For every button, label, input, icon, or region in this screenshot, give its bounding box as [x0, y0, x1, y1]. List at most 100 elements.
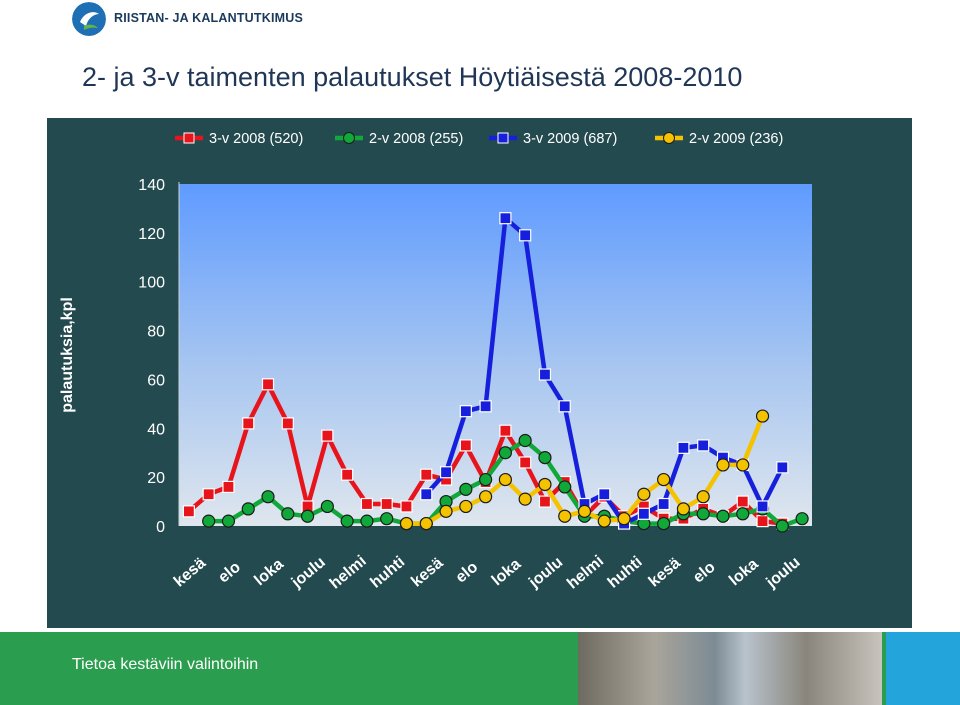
line-chart: 3-v 2008 (520) 2-v 2008 (255) 3-v 2009 (68…	[59, 131, 812, 593]
data-point	[518, 433, 532, 448]
legend-marker	[343, 132, 355, 144]
data-point	[776, 461, 789, 474]
legend-label: 3-v 2009 (687)	[523, 131, 617, 147]
data-point	[300, 509, 315, 523]
data-point	[617, 512, 631, 526]
data-point	[341, 468, 354, 481]
data-point	[696, 490, 710, 504]
data-point	[519, 456, 532, 469]
y-axis: 0 20 40 60 80 100 120 140	[138, 177, 165, 536]
x-tick-label: kesä	[171, 555, 209, 591]
data-point	[420, 488, 433, 501]
data-point	[459, 439, 472, 452]
data-point	[577, 504, 592, 518]
x-tick-label: elo	[690, 558, 719, 586]
data-point	[716, 509, 730, 523]
data-point	[419, 516, 433, 531]
data-point	[716, 458, 730, 472]
footer-text: Tietoa kestäviin valintoihin	[72, 656, 259, 673]
data-point	[340, 514, 354, 528]
data-point	[420, 468, 433, 481]
y-tick-label: 100	[138, 275, 165, 292]
data-point	[736, 495, 749, 508]
data-point	[459, 499, 473, 514]
y-tick-label: 40	[147, 421, 165, 438]
data-point	[677, 441, 690, 454]
data-point	[459, 482, 473, 496]
data-point	[697, 439, 710, 452]
legend-item: 2-v 2009 (236)	[655, 131, 783, 147]
data-point	[479, 472, 493, 487]
data-point	[202, 514, 216, 528]
data-point	[281, 507, 295, 521]
data-point	[756, 515, 769, 528]
x-tick-label: elo	[215, 558, 244, 586]
legend-item: 3-v 2009 (687)	[489, 131, 617, 147]
data-point	[400, 500, 413, 513]
data-point	[498, 446, 512, 460]
data-point	[518, 492, 532, 506]
data-point	[597, 514, 611, 528]
chart-panel: 3-v 2008 (520) 2-v 2008 (255) 3-v 2009 (68…	[47, 118, 912, 628]
slide-title: 2- ja 3-v taimenten palautukset Höytiäis…	[82, 62, 743, 92]
data-point	[775, 519, 789, 533]
y-axis-title: palautuksia,kpl	[59, 297, 76, 413]
data-point	[657, 497, 670, 511]
data-point	[321, 429, 334, 442]
data-point	[241, 502, 255, 516]
data-point	[696, 507, 710, 521]
data-point	[657, 472, 671, 487]
y-tick-label: 0	[156, 519, 165, 536]
y-tick-label: 60	[147, 372, 165, 389]
data-point	[182, 505, 195, 518]
y-tick-label: 120	[138, 226, 165, 243]
data-point	[261, 378, 275, 391]
logo: RIISTAN- JA KALANTUTKIMUS	[72, 2, 312, 38]
chart-legend: 3-v 2008 (520) 2-v 2008 (255) 3-v 2009 (68…	[175, 131, 783, 147]
data-point	[360, 497, 374, 511]
data-point	[221, 514, 236, 528]
x-tick-label: huhti	[605, 553, 646, 591]
series-group	[399, 409, 770, 531]
data-point	[637, 507, 650, 520]
data-point	[439, 504, 453, 518]
logo-text: RIISTAN- JA KALANTUTKIMUS	[114, 11, 304, 25]
data-point	[498, 472, 512, 487]
x-tick-label: kesä	[408, 555, 446, 591]
data-point	[320, 499, 334, 514]
x-tick-label: joulu	[525, 554, 566, 592]
legend-marker	[663, 132, 675, 144]
data-point	[499, 212, 512, 225]
data-point	[558, 480, 572, 494]
data-point	[736, 458, 750, 472]
data-point	[479, 400, 492, 413]
legend-label: 3-v 2008 (520)	[209, 131, 303, 147]
data-point	[479, 490, 493, 504]
data-point	[538, 477, 552, 492]
data-point	[499, 424, 512, 437]
legend-marker	[497, 132, 509, 144]
data-point	[637, 487, 651, 501]
fish-logo-icon	[72, 2, 106, 36]
legend-label: 2-v 2008 (255)	[369, 131, 463, 147]
data-point	[755, 409, 770, 423]
data-point	[380, 512, 394, 526]
data-point	[538, 451, 552, 465]
data-point	[756, 500, 769, 513]
x-tick-label: elo	[453, 558, 482, 586]
x-tick-label: huhti	[367, 553, 408, 591]
x-tick-label: joulu	[288, 554, 329, 592]
legend-label: 2-v 2009 (236)	[689, 131, 783, 147]
data-point	[519, 229, 532, 242]
x-tick-label: loka	[251, 556, 287, 590]
data-point	[202, 488, 215, 501]
data-point	[736, 507, 750, 521]
x-tick-label: helmi	[327, 553, 370, 593]
y-tick-label: 20	[147, 470, 165, 487]
data-point	[558, 509, 572, 523]
data-point	[795, 512, 809, 526]
data-point	[538, 368, 552, 381]
data-point	[222, 480, 235, 494]
data-point	[439, 466, 453, 479]
footer-accent-block	[886, 632, 960, 705]
